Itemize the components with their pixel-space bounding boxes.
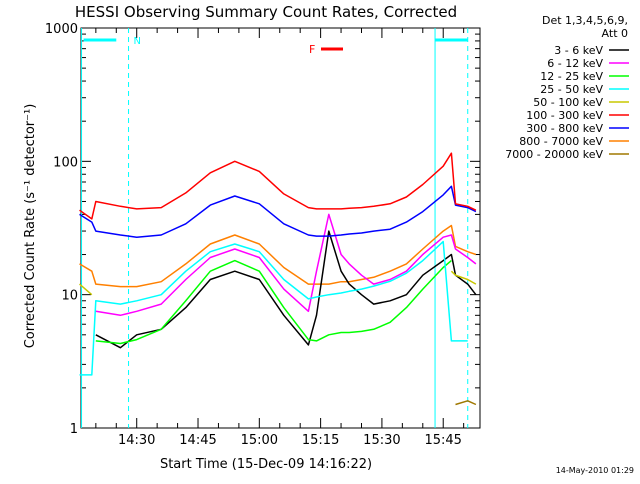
series-line-25-50-kev [79,240,468,376]
plot-frame [80,27,481,429]
y-tick-label: 1000 [45,22,78,37]
y-tick-label: 100 [53,155,78,170]
legend-label: 300 - 800 keV [526,122,603,135]
flag-label-f: F [309,43,315,56]
legend-label: 7000 - 20000 keV [505,148,603,161]
plot-area: 1 10 100 1000 14:30 14:45 15:00 15:15 15:30 15:45… [45,22,481,448]
series-line-50-100-kev [79,283,93,296]
series-line-7000-20000-kev [455,400,477,406]
y-tick-label: 1 [70,422,78,437]
legend-header: Det 1,3,4,5,6,9, [542,14,628,27]
y-tick-label: 10 [61,289,78,304]
series-line-300-800-kev [79,185,477,238]
series-line-800-7000-kev [79,224,477,288]
legend-label: 6 - 12 keV [547,57,603,70]
series-line-100-300-kev [79,152,477,220]
legend-label: 50 - 100 keV [533,96,603,109]
legend-label: 100 - 300 keV [526,109,603,122]
legend-label: 3 - 6 keV [554,44,603,57]
legend-label: 12 - 25 keV [540,70,603,83]
series-line-50-100-kev [450,270,477,285]
x-tick-label: 14:45 [179,433,216,448]
x-tick-label: 15:00 [241,433,278,448]
x-tick-label: 14:30 [118,433,155,448]
x-tick-label: 15:45 [424,433,461,448]
flag-label-n: N [134,36,141,47]
y-axis-label: Corrected Count Rate (s⁻¹ detector⁻¹) [23,104,38,349]
series-line-12-25-kev [95,259,452,345]
legend-label: 25 - 50 keV [540,83,603,96]
x-tick-label: 15:30 [363,433,400,448]
chart-title: HESSI Observing Summary Count Rates, Cor… [75,3,457,21]
legend-header: Att 0 [602,27,628,40]
series-line-6-12-kev [95,213,477,317]
timestamp-label: 14-May-2010 01:29 [556,466,634,475]
legend-label: 800 - 7000 keV [519,135,603,148]
x-axis-label: Start Time (15-Dec-09 14:16:22) [160,457,372,472]
x-tick-label: 15:15 [302,433,339,448]
